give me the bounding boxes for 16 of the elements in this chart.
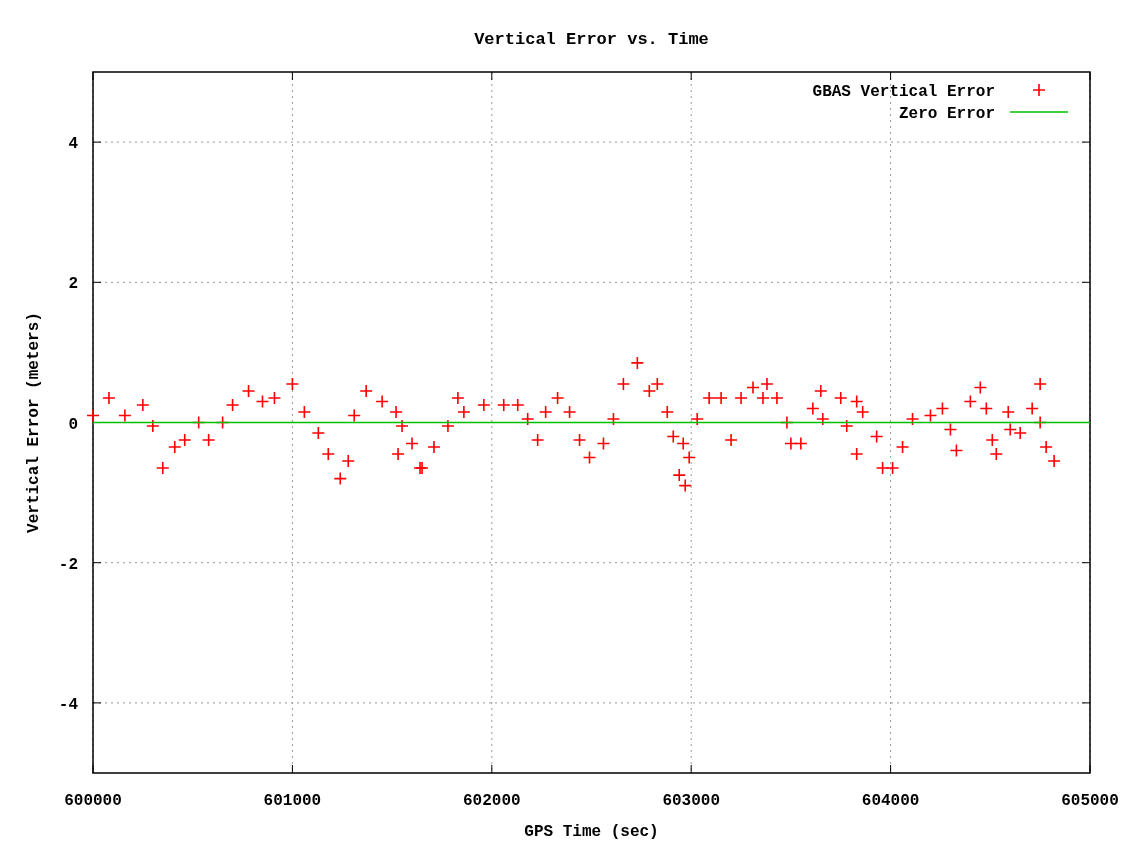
chart-title: Vertical Error vs. Time — [474, 30, 709, 49]
y-axis-title: Vertical Error (meters) — [25, 312, 43, 533]
legend-label: GBAS Vertical Error — [812, 83, 995, 101]
y-tick-label: -2 — [58, 555, 78, 574]
x-axis-title: GPS Time (sec) — [524, 823, 659, 841]
y-tick-label: 4 — [68, 135, 79, 154]
x-tick-label: 604000 — [861, 792, 920, 810]
y-tick-label: 0 — [68, 415, 78, 434]
legend-label: Zero Error — [898, 105, 995, 123]
x-tick-label: 601000 — [263, 792, 322, 810]
x-tick-label: 602000 — [463, 792, 521, 810]
y-tick-label: -4 — [58, 695, 79, 714]
x-tick-label: 605000 — [1061, 792, 1119, 810]
y-tick-label: 2 — [68, 275, 78, 294]
x-tick-label: 603000 — [662, 792, 720, 810]
x-tick-label: 600000 — [64, 792, 122, 810]
